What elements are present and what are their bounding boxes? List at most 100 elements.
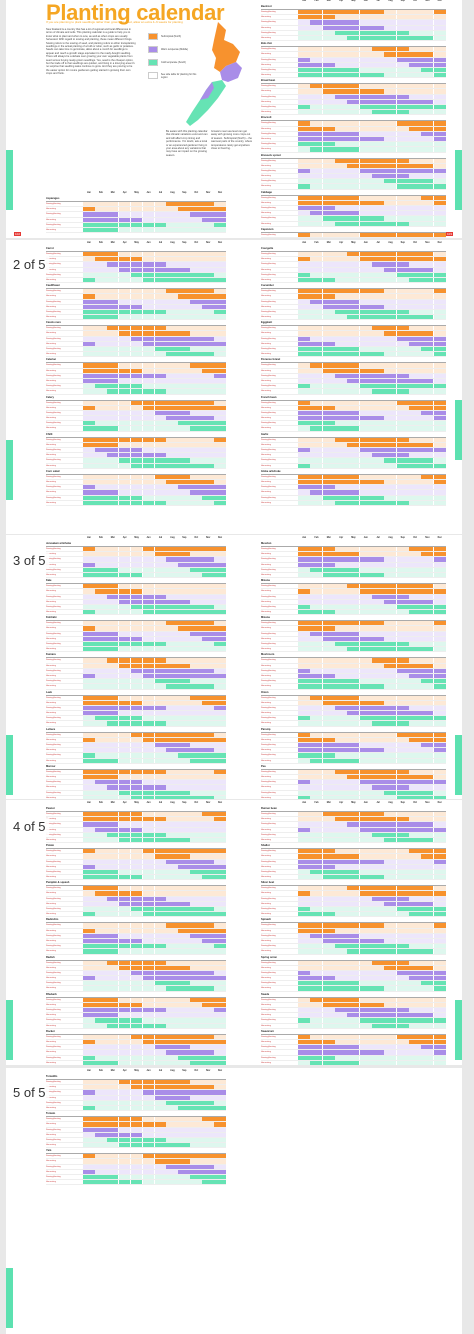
calendar-cell <box>433 626 446 631</box>
calendar-cell <box>118 1143 131 1148</box>
calendar-cell <box>384 485 397 490</box>
calendar-cell <box>310 453 323 458</box>
calendar-cell <box>130 658 143 663</box>
calendar-cell <box>214 785 226 790</box>
calendar-cell <box>202 405 214 410</box>
calendar-cell <box>154 891 167 896</box>
calendar-cell <box>190 970 202 976</box>
calendar-cell <box>166 1122 179 1127</box>
calendar-cell <box>214 753 226 758</box>
calendar-cell <box>214 421 226 426</box>
calendar-cell <box>94 217 107 222</box>
calendar-cell <box>334 341 348 346</box>
calendar-cell <box>130 912 143 917</box>
calendar-cell <box>178 938 190 944</box>
calendar-cell <box>359 272 372 277</box>
calendar-cell <box>408 110 421 115</box>
calendar-row: Sowing/planting <box>46 400 226 406</box>
calendar-row: Sowing/planting <box>261 716 446 722</box>
calendar-cell <box>130 352 143 357</box>
calendar-cell <box>202 500 214 505</box>
calendar-cell <box>214 1127 226 1132</box>
calendar-cell <box>371 780 384 785</box>
calendar-cell <box>118 257 131 262</box>
calendar-cell <box>94 923 107 928</box>
calendar-cell <box>396 1002 409 1007</box>
calendar-cell <box>202 976 214 981</box>
calendar-cell <box>142 1050 155 1055</box>
calendar-cell <box>118 923 131 928</box>
calendar-cell <box>118 827 131 832</box>
calendar-cell <box>298 944 311 949</box>
calendar-cell <box>322 500 335 505</box>
calendar-cell <box>421 854 434 859</box>
calendar-cell <box>178 1023 190 1028</box>
calendar-cell <box>334 1023 348 1028</box>
calendar-cell <box>106 907 119 912</box>
calendar-cell <box>94 1023 107 1028</box>
calendar-cell <box>408 195 421 200</box>
calendar-cell <box>322 289 335 294</box>
calendar-cell <box>421 923 434 928</box>
calendar-cell <box>154 849 167 854</box>
row-label: Harvesting <box>261 1003 271 1006</box>
calendar-cell <box>298 277 311 283</box>
calendar-row: Harvesting <box>46 965 226 971</box>
calendar-cell <box>214 378 226 384</box>
calendar-cell <box>298 864 311 869</box>
calendar-cell <box>106 1175 119 1180</box>
calendar-cell <box>142 1045 155 1050</box>
calendar-cell <box>298 474 311 479</box>
calendar-cell <box>347 1039 360 1045</box>
month-label: Jun <box>146 1070 151 1072</box>
calendar-cell <box>347 1002 360 1007</box>
calendar-cell <box>421 1060 434 1065</box>
calendar-cell <box>166 485 179 490</box>
calendar-cell <box>371 206 384 211</box>
row-label: Harvesting <box>261 818 271 821</box>
calendar-cell <box>396 1018 409 1023</box>
calendar-cell <box>298 416 311 421</box>
calendar-cell <box>371 410 384 416</box>
calendar-cell <box>214 1045 226 1050</box>
calendar-cell <box>166 336 179 341</box>
calendar-cell <box>94 1060 107 1065</box>
calendar-cell <box>421 901 434 906</box>
row-label: Sowing/planting <box>46 223 61 226</box>
calendar-cell <box>298 567 311 572</box>
calendar-cell <box>166 743 179 748</box>
calendar-cell <box>421 62 434 67</box>
calendar-cell <box>334 896 348 901</box>
calendar-cell <box>421 1013 434 1018</box>
calendar-cell <box>214 453 226 458</box>
calendar-cell <box>347 732 360 737</box>
calendar-cell <box>142 854 155 859</box>
calendar-cell <box>166 442 179 447</box>
row-label: Sowing/planting <box>261 348 276 350</box>
calendar-cell <box>142 567 155 572</box>
calendar-cell <box>118 859 131 864</box>
crop-block: French bean Sowing/planting Harvesting Sowi… <box>261 396 446 432</box>
calendar-cell <box>154 1127 167 1132</box>
calendar-cell <box>322 1055 335 1060</box>
calendar-cell <box>83 647 95 652</box>
calendar-cell <box>334 758 348 763</box>
calendar-row: Sowing/planting <box>46 658 226 664</box>
row-label: Sowing/planting <box>261 1019 276 1022</box>
calendar-row: Sowing/planting <box>46 1080 226 1086</box>
calendar-cell <box>94 202 107 207</box>
row-label: Harvesting <box>261 701 271 704</box>
calendar-cell <box>142 642 155 647</box>
calendar-cell <box>166 289 179 294</box>
calendar-cell <box>83 785 95 790</box>
calendar-cell <box>298 67 311 73</box>
calendar-cell <box>190 227 202 233</box>
calendar-cell <box>214 711 226 716</box>
calendar-cell <box>322 790 335 795</box>
calendar-cell <box>178 1175 190 1180</box>
calendar-cell <box>396 147 409 152</box>
calendar-cell <box>298 912 311 917</box>
calendar-cell <box>190 207 202 212</box>
calendar-cell <box>384 737 397 742</box>
calendar-cell <box>421 642 434 647</box>
